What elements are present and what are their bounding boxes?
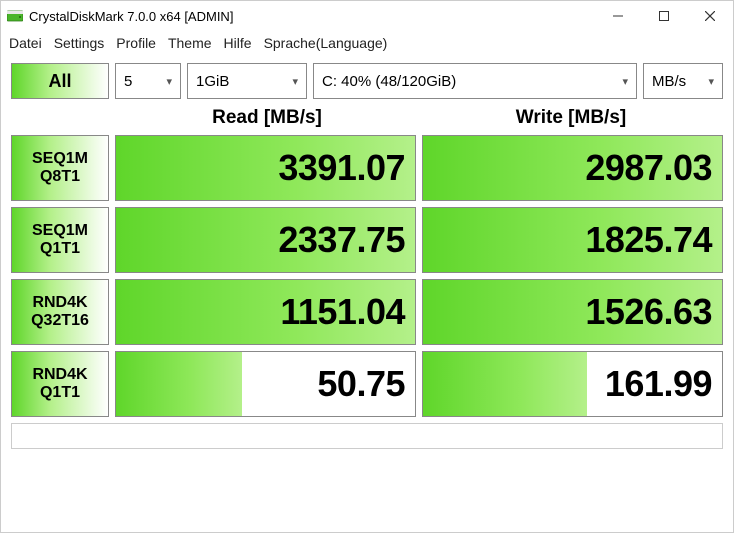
menu-sprache[interactable]: Sprache(Language) xyxy=(264,35,388,51)
read-result: 3391.07 xyxy=(115,135,416,201)
test-button-seq1m-q8t1[interactable]: SEQ1M Q8T1 xyxy=(11,135,109,201)
test-button-rnd4k-q32t16[interactable]: RND4K Q32T16 xyxy=(11,279,109,345)
read-result: 50.75 xyxy=(115,351,416,417)
status-bar xyxy=(11,423,723,449)
test-label-line1: SEQ1M xyxy=(32,150,88,168)
menu-datei[interactable]: Datei xyxy=(9,35,42,51)
chevron-down-icon: ▾ xyxy=(166,75,172,88)
test-label-line2: Q1T1 xyxy=(40,240,80,258)
unit-select[interactable]: MB/s ▾ xyxy=(643,63,723,99)
write-bar xyxy=(423,352,587,416)
close-button[interactable] xyxy=(687,1,733,31)
write-result: 2987.03 xyxy=(422,135,723,201)
run-all-label: All xyxy=(48,71,71,92)
titlebar: CrystalDiskMark 7.0.0 x64 [ADMIN] xyxy=(1,1,733,31)
read-header: Read [MB/s] xyxy=(115,107,419,129)
read-bar xyxy=(116,352,242,416)
menubar: Datei Settings Profile Theme Hilfe Sprac… xyxy=(1,31,733,55)
read-result: 1151.04 xyxy=(115,279,416,345)
write-value: 2987.03 xyxy=(585,147,712,189)
maximize-button[interactable] xyxy=(641,1,687,31)
test-label-line2: Q1T1 xyxy=(40,384,80,402)
unit-value: MB/s xyxy=(652,73,686,90)
read-value: 50.75 xyxy=(317,363,405,405)
write-value: 1526.63 xyxy=(585,291,712,333)
read-value: 3391.07 xyxy=(278,147,405,189)
minimize-button[interactable] xyxy=(595,1,641,31)
test-label-line2: Q32T16 xyxy=(31,312,89,330)
drive-select[interactable]: C: 40% (48/120GiB) ▾ xyxy=(313,63,637,99)
bench-row-rnd4k-q1t1: RND4K Q1T1 50.75 161.99 xyxy=(11,351,723,417)
write-header: Write [MB/s] xyxy=(419,107,723,129)
test-label-line1: RND4K xyxy=(32,366,87,384)
read-value: 1151.04 xyxy=(280,291,405,333)
bench-row-seq1m-q1t1: SEQ1M Q1T1 2337.75 1825.74 xyxy=(11,207,723,273)
write-value: 161.99 xyxy=(605,363,712,405)
column-headers: Read [MB/s] Write [MB/s] xyxy=(11,103,723,133)
benchmark-table: SEQ1M Q8T1 3391.07 2987.03 SEQ1M Q1T1 23… xyxy=(11,135,723,417)
window-controls xyxy=(595,1,733,31)
write-result: 1526.63 xyxy=(422,279,723,345)
test-size-select[interactable]: 1GiB ▾ xyxy=(187,63,307,99)
test-button-rnd4k-q1t1[interactable]: RND4K Q1T1 xyxy=(11,351,109,417)
content-area: All 5 ▾ 1GiB ▾ C: 40% (48/120GiB) ▾ MB/s… xyxy=(1,55,733,459)
run-all-button[interactable]: All xyxy=(11,63,109,99)
write-result: 161.99 xyxy=(422,351,723,417)
drive-value: C: 40% (48/120GiB) xyxy=(322,73,456,90)
menu-profile[interactable]: Profile xyxy=(116,35,156,51)
runs-select[interactable]: 5 ▾ xyxy=(115,63,181,99)
test-label-line1: RND4K xyxy=(32,294,87,312)
window-title: CrystalDiskMark 7.0.0 x64 [ADMIN] xyxy=(29,9,595,24)
read-result: 2337.75 xyxy=(115,207,416,273)
chevron-down-icon: ▾ xyxy=(708,75,714,88)
bench-row-seq1m-q8t1: SEQ1M Q8T1 3391.07 2987.03 xyxy=(11,135,723,201)
app-icon xyxy=(7,8,23,24)
menu-theme[interactable]: Theme xyxy=(168,35,212,51)
test-size-value: 1GiB xyxy=(196,73,229,90)
write-value: 1825.74 xyxy=(585,219,712,261)
test-label-line2: Q8T1 xyxy=(40,168,80,186)
chevron-down-icon: ▾ xyxy=(622,75,628,88)
bench-row-rnd4k-q32t16: RND4K Q32T16 1151.04 1526.63 xyxy=(11,279,723,345)
runs-value: 5 xyxy=(124,73,132,90)
chevron-down-icon: ▾ xyxy=(292,75,298,88)
test-label-line1: SEQ1M xyxy=(32,222,88,240)
write-result: 1825.74 xyxy=(422,207,723,273)
controls-row: All 5 ▾ 1GiB ▾ C: 40% (48/120GiB) ▾ MB/s… xyxy=(11,63,723,99)
read-value: 2337.75 xyxy=(278,219,405,261)
menu-settings[interactable]: Settings xyxy=(54,35,105,51)
test-button-seq1m-q1t1[interactable]: SEQ1M Q1T1 xyxy=(11,207,109,273)
menu-hilfe[interactable]: Hilfe xyxy=(224,35,252,51)
